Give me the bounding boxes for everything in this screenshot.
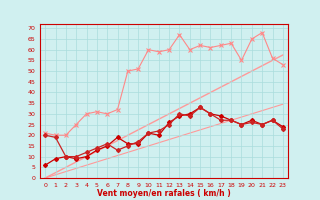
X-axis label: Vent moyen/en rafales ( km/h ): Vent moyen/en rafales ( km/h ) <box>97 189 231 198</box>
